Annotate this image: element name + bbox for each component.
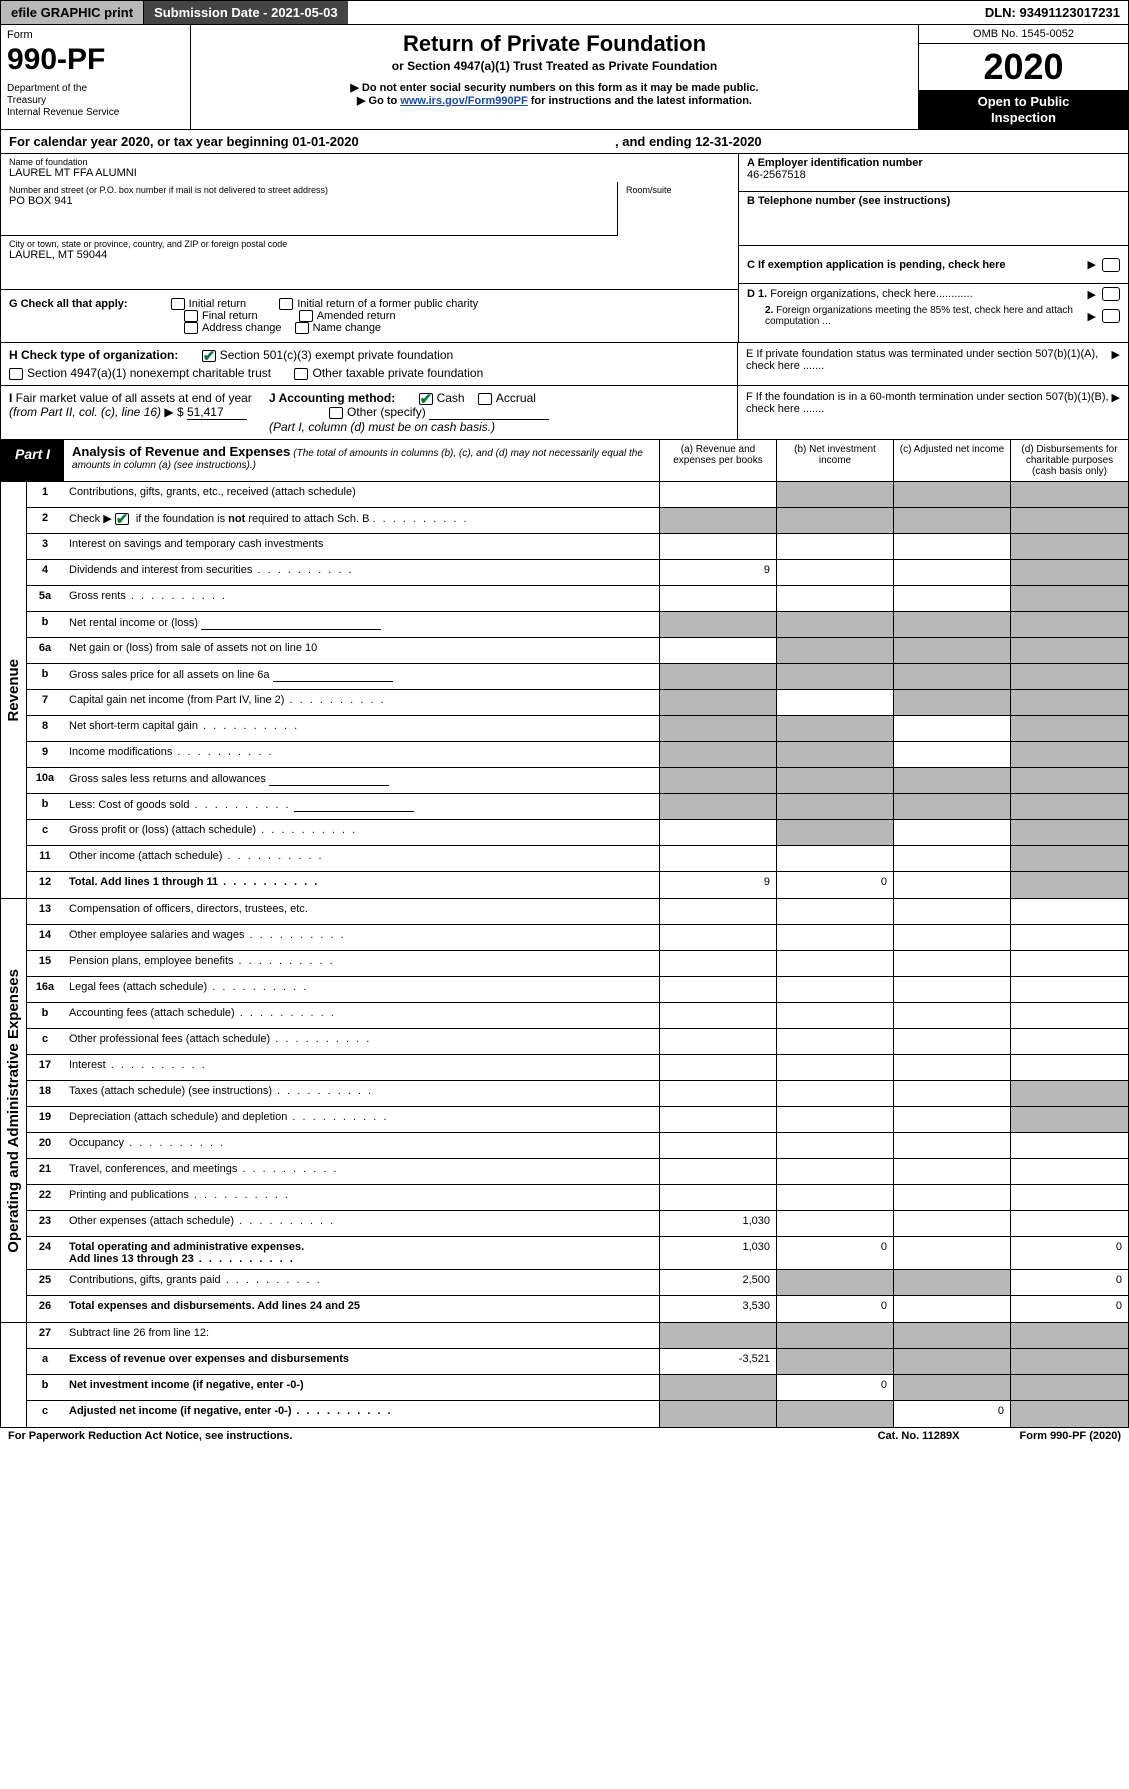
- footer-left: For Paperwork Reduction Act Notice, see …: [8, 1430, 292, 1442]
- e-label: E If private foundation status was termi…: [746, 348, 1112, 380]
- ck-c[interactable]: [1102, 258, 1120, 272]
- ein-label: A Employer identification number: [747, 157, 1120, 169]
- warn-ssn: ▶ Do not enter social security numbers o…: [201, 81, 908, 94]
- col-c: (c) Adjusted net income: [894, 440, 1011, 481]
- open-public: Open to PublicInspection: [919, 90, 1128, 129]
- ck-501c3[interactable]: [202, 350, 216, 362]
- irs-link[interactable]: www.irs.gov/Form990PF: [400, 95, 527, 107]
- ij-row: I Fair market value of all assets at end…: [0, 386, 1129, 440]
- address: PO BOX 941: [9, 195, 609, 207]
- efile-button[interactable]: efile GRAPHIC print: [1, 1, 144, 24]
- j-note: (Part I, column (d) must be on cash basi…: [269, 420, 495, 434]
- ck-accrual[interactable]: [478, 393, 492, 405]
- part-desc: Analysis of Revenue and Expenses (The to…: [64, 440, 659, 481]
- footer-cat: Cat. No. 11289X: [878, 1430, 960, 1442]
- header-left: Form 990-PF Department of theTreasuryInt…: [1, 25, 191, 129]
- top-bar: efile GRAPHIC print Submission Date - 20…: [0, 0, 1129, 25]
- tax-year: 2020: [919, 44, 1128, 90]
- form-header: Form 990-PF Department of theTreasuryInt…: [0, 25, 1129, 130]
- c-label: C If exemption application is pending, c…: [747, 259, 1088, 271]
- ck-final[interactable]: [184, 310, 198, 322]
- col-b: (b) Net investment income: [777, 440, 894, 481]
- omb: OMB No. 1545-0052: [919, 25, 1128, 44]
- ck-amended[interactable]: [299, 310, 313, 322]
- footer: For Paperwork Reduction Act Notice, see …: [0, 1428, 1129, 1444]
- col-a: (a) Revenue and expenses per books: [660, 440, 777, 481]
- phone-label: B Telephone number (see instructions): [747, 195, 1120, 207]
- line27-table: 27Subtract line 26 from line 12: aExcess…: [0, 1323, 1129, 1428]
- ck-address[interactable]: [184, 322, 198, 334]
- city-label: City or town, state or province, country…: [9, 239, 730, 249]
- foundation-name: LAUREL MT FFA ALUMNI: [9, 167, 730, 179]
- part-label: Part I: [1, 440, 64, 481]
- ck-4947[interactable]: [9, 368, 23, 380]
- name-label: Name of foundation: [9, 157, 730, 167]
- expenses-label: Operating and Administrative Expenses: [1, 899, 27, 1322]
- ck-schb[interactable]: [115, 513, 129, 525]
- room-label: Room/suite: [626, 185, 730, 195]
- ck-other-tax[interactable]: [294, 368, 308, 380]
- f-label: F If the foundation is in a 60-month ter…: [746, 391, 1112, 434]
- col-d: (d) Disbursements for charitable purpose…: [1011, 440, 1128, 481]
- form-subtitle: or Section 4947(a)(1) Trust Treated as P…: [201, 59, 908, 73]
- revenue-table: Revenue 1Contributions, gifts, grants, e…: [0, 482, 1129, 899]
- ck-cash[interactable]: [419, 393, 433, 405]
- j-label: J Accounting method:: [269, 391, 395, 405]
- d2: 2. Foreign organizations meeting the 85%…: [747, 305, 1088, 327]
- ck-other-method[interactable]: [329, 407, 343, 419]
- header-right: OMB No. 1545-0052 2020 Open to PublicIns…: [918, 25, 1128, 129]
- ck-name[interactable]: [295, 322, 309, 334]
- warn-link: ▶ Go to www.irs.gov/Form990PF for instru…: [201, 94, 908, 107]
- ck-d1[interactable]: [1102, 287, 1120, 301]
- city: LAUREL, MT 59044: [9, 249, 730, 261]
- footer-form: Form 990-PF (2020): [1020, 1430, 1122, 1442]
- revenue-label: Revenue: [1, 482, 27, 898]
- expenses-table: Operating and Administrative Expenses 13…: [0, 899, 1129, 1323]
- h-label: H Check type of organization:: [9, 348, 178, 362]
- part1-header: Part I Analysis of Revenue and Expenses …: [0, 440, 1129, 482]
- g-label: G Check all that apply:: [9, 298, 128, 310]
- form-label: Form: [7, 29, 184, 41]
- ein: 46-2567518: [747, 169, 1120, 181]
- form-number: 990-PF: [7, 43, 184, 77]
- ck-initial-former[interactable]: [279, 298, 293, 310]
- h-row: H Check type of organization: Section 50…: [0, 343, 1129, 386]
- d1: D 1. Foreign organizations, check here..…: [747, 288, 1088, 300]
- fmv: 51,417: [187, 405, 247, 420]
- submission-date: Submission Date - 2021-05-03: [144, 1, 348, 24]
- dept: Department of theTreasuryInternal Revenu…: [7, 83, 184, 119]
- addr-label: Number and street (or P.O. box number if…: [9, 185, 609, 195]
- ck-initial[interactable]: [171, 298, 185, 310]
- header-mid: Return of Private Foundation or Section …: [191, 25, 918, 129]
- form-title: Return of Private Foundation: [201, 31, 908, 57]
- info-section: Name of foundation LAUREL MT FFA ALUMNI …: [0, 154, 1129, 343]
- calendar-row: For calendar year 2020, or tax year begi…: [0, 130, 1129, 154]
- dln: DLN: 93491123017231: [977, 1, 1128, 24]
- ck-d2[interactable]: [1102, 309, 1120, 323]
